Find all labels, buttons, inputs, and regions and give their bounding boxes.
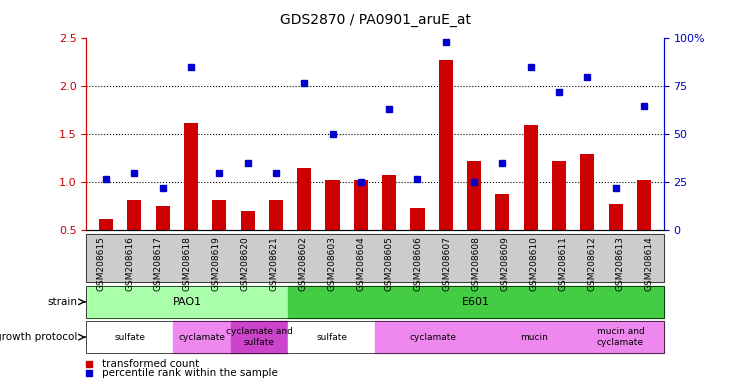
Bar	[128, 200, 142, 230]
Text: mucin and
cyclamate: mucin and cyclamate	[596, 328, 644, 347]
Bar	[241, 211, 255, 230]
Text: sulfate: sulfate	[114, 333, 145, 342]
Text: GSM208616: GSM208616	[125, 236, 134, 291]
Text: GDS2870 / PA0901_aruE_at: GDS2870 / PA0901_aruE_at	[280, 13, 470, 27]
Text: cyclamate: cyclamate	[178, 333, 225, 342]
Text: GSM208612: GSM208612	[587, 236, 596, 291]
Text: transformed count: transformed count	[102, 359, 200, 369]
Text: GSM208617: GSM208617	[154, 236, 163, 291]
Text: GSM208618: GSM208618	[183, 236, 192, 291]
Text: GSM208615: GSM208615	[96, 236, 105, 291]
Text: sulfate: sulfate	[316, 333, 347, 342]
Bar	[184, 123, 198, 230]
Bar	[297, 168, 311, 230]
Text: GSM208609: GSM208609	[500, 236, 509, 291]
Text: GSM208608: GSM208608	[472, 236, 481, 291]
Bar	[382, 175, 396, 230]
Text: GSM208614: GSM208614	[645, 236, 654, 291]
Text: E601: E601	[462, 297, 490, 307]
Text: GSM208619: GSM208619	[211, 236, 220, 291]
Text: cyclamate: cyclamate	[410, 333, 456, 342]
Text: GSM208607: GSM208607	[442, 236, 452, 291]
Bar	[608, 204, 622, 230]
Bar	[637, 180, 651, 230]
Text: GSM208613: GSM208613	[616, 236, 625, 291]
Text: percentile rank within the sample: percentile rank within the sample	[102, 368, 278, 378]
Bar	[354, 180, 368, 230]
Bar	[467, 161, 482, 230]
Text: GSM208621: GSM208621	[269, 236, 278, 291]
Text: GSM208611: GSM208611	[558, 236, 567, 291]
Bar	[580, 154, 595, 230]
Text: cyclamate and
sulfate: cyclamate and sulfate	[226, 328, 293, 347]
Text: GSM208606: GSM208606	[414, 236, 423, 291]
Text: PAO1: PAO1	[172, 297, 202, 307]
Bar	[495, 194, 509, 230]
Bar	[99, 219, 113, 230]
Bar	[410, 208, 424, 230]
Bar	[212, 200, 226, 230]
Bar	[524, 125, 538, 230]
Text: GSM208602: GSM208602	[298, 236, 307, 291]
Text: GSM208620: GSM208620	[241, 236, 250, 291]
Text: GSM208605: GSM208605	[385, 236, 394, 291]
Text: strain: strain	[47, 297, 77, 307]
Bar	[439, 60, 453, 230]
Bar	[552, 161, 566, 230]
Bar	[326, 180, 340, 230]
Bar	[155, 207, 170, 230]
Text: growth protocol: growth protocol	[0, 332, 77, 342]
Bar	[268, 200, 283, 230]
Text: mucin: mucin	[520, 333, 548, 342]
Text: GSM208604: GSM208604	[356, 236, 365, 291]
Text: GSM208603: GSM208603	[327, 236, 336, 291]
Text: GSM208610: GSM208610	[530, 236, 538, 291]
